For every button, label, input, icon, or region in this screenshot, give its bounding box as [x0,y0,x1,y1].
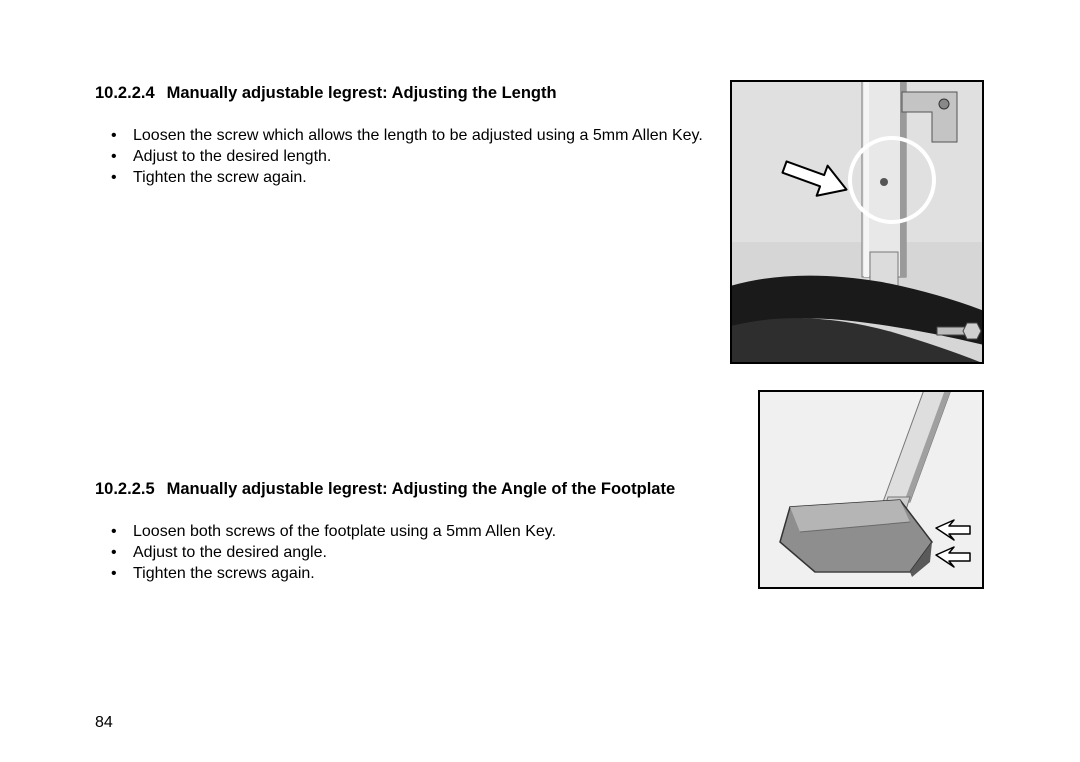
instruction-item: Adjust to the desired length. [111,147,715,168]
manual-page: 10.2.2.4 Manually adjustable legrest: Ad… [0,0,1080,762]
section-10-2-2-4: 10.2.2.4 Manually adjustable legrest: Ad… [95,83,715,189]
footplate-angle-svg [760,392,982,587]
page-number: 84 [95,714,113,732]
section-heading: 10.2.2.5 Manually adjustable legrest: Ad… [95,479,715,500]
instruction-item: Loosen the screw which allows the length… [111,126,715,147]
instruction-item: Tighten the screw again. [111,168,715,189]
section-title: Manually adjustable legrest: Adjusting t… [167,83,715,104]
text-column: 10.2.2.4 Manually adjustable legrest: Ad… [95,83,715,625]
legrest-length-svg [732,82,982,362]
instruction-list: Loosen both screws of the footplate usin… [111,522,715,584]
instruction-item: Tighten the screws again. [111,564,715,585]
instruction-list: Loosen the screw which allows the length… [111,126,715,188]
section-10-2-2-5: 10.2.2.5 Manually adjustable legrest: Ad… [95,479,715,585]
figure-legrest-length [730,80,984,364]
figure-footplate-angle [758,390,984,589]
section-title: Manually adjustable legrest: Adjusting t… [167,479,715,500]
section-number: 10.2.2.4 [95,83,155,104]
section-heading: 10.2.2.4 Manually adjustable legrest: Ad… [95,83,715,104]
instruction-item: Loosen both screws of the footplate usin… [111,522,715,543]
section-number: 10.2.2.5 [95,479,155,500]
instruction-item: Adjust to the desired angle. [111,543,715,564]
